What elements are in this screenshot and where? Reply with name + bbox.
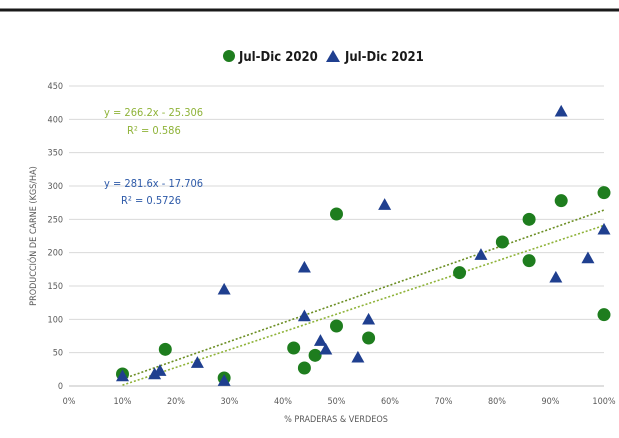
data-points bbox=[116, 104, 611, 386]
point-triangle bbox=[116, 369, 129, 382]
legend-label-2021: Jul-Dic 2021 bbox=[344, 50, 424, 65]
point-circle bbox=[330, 207, 343, 221]
x-tick-label: 90% bbox=[542, 397, 560, 407]
point-circle bbox=[597, 308, 611, 322]
trendlines bbox=[122, 209, 605, 386]
point-triangle bbox=[362, 312, 376, 325]
legend: Jul-Dic 2020 Jul-Dic 2021 bbox=[223, 50, 424, 65]
y-tick-labels: 0 50 100 150 200 250 300 350 400 450 bbox=[48, 82, 63, 392]
trendline-1 bbox=[122, 209, 605, 380]
trend-r2-2020: R² = 0.586 bbox=[127, 124, 181, 137]
x-tick-label: 40% bbox=[274, 397, 292, 407]
x-tick-label: 20% bbox=[167, 397, 185, 407]
trend-equation-2020: y = 266.2x - 25.306 bbox=[104, 106, 203, 119]
point-circle bbox=[453, 266, 467, 280]
y-tick-label: 400 bbox=[48, 115, 63, 125]
point-triangle bbox=[597, 222, 611, 235]
point-triangle bbox=[351, 350, 365, 363]
trendline-0 bbox=[122, 224, 605, 386]
point-triangle bbox=[378, 198, 392, 210]
point-triangle bbox=[313, 334, 327, 346]
point-triangle bbox=[190, 356, 204, 368]
trend-equation-2021: y = 281.6x - 17.706 bbox=[104, 177, 203, 190]
point-triangle bbox=[217, 282, 231, 295]
point-circle bbox=[330, 319, 343, 333]
x-tick-label: 60% bbox=[381, 397, 399, 407]
x-axis-title: % PRADERAS & VERDEOS bbox=[284, 415, 388, 425]
point-circle bbox=[158, 342, 172, 356]
point-triangle bbox=[474, 248, 488, 260]
point-circle bbox=[308, 348, 322, 362]
point-circle bbox=[287, 341, 301, 355]
point-triangle bbox=[549, 270, 563, 283]
y-tick-label: 0 bbox=[58, 382, 63, 392]
x-tick-label: 70% bbox=[435, 397, 453, 407]
point-circle bbox=[597, 186, 611, 200]
legend-marker-2020 bbox=[223, 50, 235, 62]
y-tick-label: 300 bbox=[48, 182, 63, 192]
point-triangle bbox=[297, 260, 311, 273]
y-tick-label: 100 bbox=[48, 315, 63, 325]
x-tick-label: 0% bbox=[63, 397, 76, 407]
point-triangle bbox=[319, 342, 333, 355]
point-triangle bbox=[297, 309, 311, 322]
x-tick-label: 100% bbox=[592, 397, 615, 407]
point-triangle bbox=[153, 364, 167, 376]
y-tick-label: 50 bbox=[53, 349, 63, 359]
y-tick-label: 200 bbox=[48, 249, 63, 259]
x-tick-label: 50% bbox=[328, 397, 346, 407]
y-tick-label: 450 bbox=[48, 82, 63, 92]
y-tick-label: 350 bbox=[48, 149, 63, 159]
y-tick-label: 150 bbox=[48, 282, 63, 292]
y-axis-title: PRODUCCIÓN DE CARNE (KGS/HA) bbox=[27, 166, 39, 306]
point-circle bbox=[495, 235, 509, 249]
point-circle bbox=[297, 361, 311, 375]
legend-label-2020: Jul-Dic 2020 bbox=[238, 50, 318, 65]
point-circle bbox=[362, 331, 376, 345]
x-tick-label: 30% bbox=[221, 397, 239, 407]
point-triangle bbox=[581, 251, 595, 264]
x-tick-label: 80% bbox=[488, 397, 506, 407]
x-tick-labels: 0% 10% 20% 30% 40% 50% 60% 70% 80% 90% 100% bbox=[63, 397, 616, 407]
point-triangle bbox=[148, 367, 162, 380]
trend-r2-2021: R² = 0.5726 bbox=[121, 194, 181, 207]
point-circle bbox=[554, 194, 568, 208]
point-circle bbox=[522, 254, 536, 268]
point-circle bbox=[522, 212, 536, 226]
point-triangle bbox=[554, 104, 568, 117]
x-tick-label: 10% bbox=[114, 397, 132, 407]
y-tick-label: 250 bbox=[48, 215, 63, 225]
point-triangle bbox=[217, 374, 231, 386]
legend-marker-2021 bbox=[326, 50, 340, 62]
